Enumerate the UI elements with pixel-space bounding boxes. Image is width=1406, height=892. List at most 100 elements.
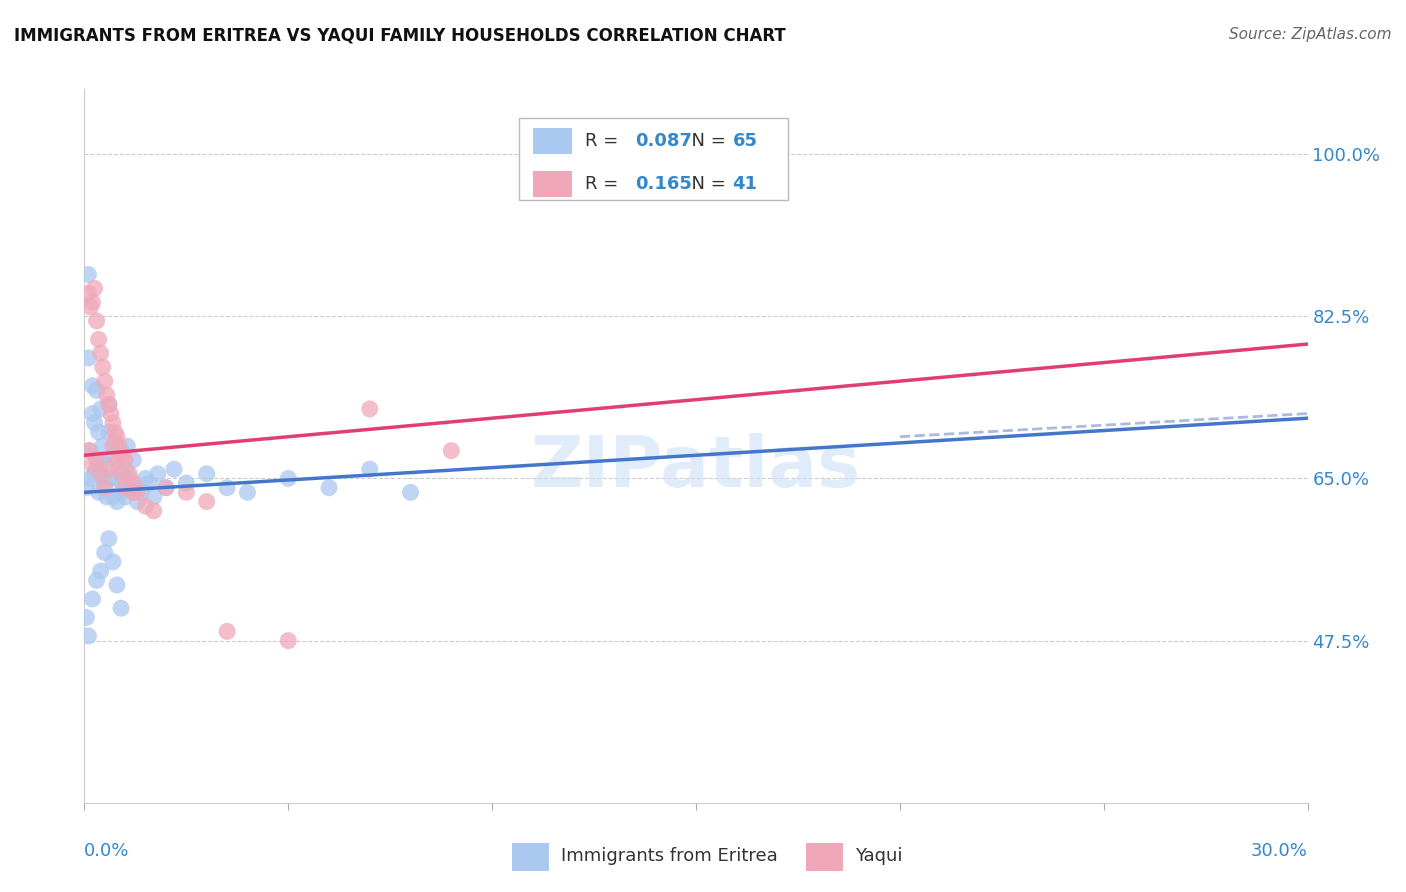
- Text: N =: N =: [681, 175, 731, 193]
- Point: [110, 443, 132, 458]
- Point: [96, 490, 118, 504]
- Point: [118, 471, 141, 485]
- Point: [138, 476, 160, 491]
- Point: [195, 494, 218, 508]
- Point: [90, 453, 112, 467]
- Point: [114, 462, 136, 476]
- Point: [127, 485, 149, 500]
- Point: [82, 591, 104, 606]
- Point: [122, 485, 145, 500]
- Point: [96, 388, 118, 402]
- Point: [77, 268, 100, 282]
- Point: [127, 481, 149, 495]
- Point: [79, 300, 101, 314]
- Point: [105, 578, 128, 592]
- Point: [79, 443, 101, 458]
- Point: [77, 286, 100, 301]
- Text: R =: R =: [585, 132, 624, 150]
- Point: [114, 453, 136, 467]
- Point: [97, 397, 120, 411]
- FancyBboxPatch shape: [533, 128, 572, 154]
- Point: [86, 314, 108, 328]
- Text: ZIPatlas: ZIPatlas: [531, 433, 860, 502]
- Point: [399, 485, 422, 500]
- Point: [90, 564, 112, 578]
- Point: [93, 458, 115, 472]
- Text: Immigrants from Eritrea: Immigrants from Eritrea: [561, 847, 778, 865]
- Text: 0.087: 0.087: [636, 132, 692, 150]
- Point: [83, 467, 105, 481]
- Point: [86, 384, 108, 398]
- Point: [163, 462, 186, 476]
- Point: [110, 485, 132, 500]
- Point: [131, 485, 153, 500]
- Point: [277, 633, 299, 648]
- FancyBboxPatch shape: [533, 171, 572, 197]
- Point: [440, 443, 463, 458]
- Text: 65: 65: [733, 132, 758, 150]
- Point: [155, 481, 177, 495]
- Point: [100, 471, 122, 485]
- Point: [101, 555, 124, 569]
- Point: [77, 351, 100, 365]
- Point: [100, 407, 122, 421]
- FancyBboxPatch shape: [806, 844, 842, 871]
- Point: [87, 333, 110, 347]
- Point: [318, 481, 340, 495]
- Point: [110, 601, 132, 615]
- Point: [82, 407, 104, 421]
- Point: [114, 481, 136, 495]
- Point: [108, 462, 131, 476]
- Point: [105, 453, 128, 467]
- Point: [110, 448, 132, 462]
- Point: [277, 471, 299, 485]
- Point: [90, 346, 112, 360]
- FancyBboxPatch shape: [513, 844, 550, 871]
- Point: [83, 416, 105, 430]
- Text: 30.0%: 30.0%: [1251, 842, 1308, 860]
- Text: Source: ZipAtlas.com: Source: ZipAtlas.com: [1229, 27, 1392, 42]
- Point: [93, 374, 115, 388]
- Point: [82, 378, 104, 392]
- Point: [101, 490, 124, 504]
- Text: 0.165: 0.165: [636, 175, 692, 193]
- Point: [118, 467, 141, 481]
- Point: [82, 458, 104, 472]
- Point: [104, 434, 127, 449]
- Point: [82, 295, 104, 310]
- Point: [114, 490, 136, 504]
- Point: [91, 471, 114, 485]
- Point: [105, 430, 128, 444]
- Point: [359, 462, 381, 476]
- Point: [112, 476, 135, 491]
- Point: [97, 397, 120, 411]
- Point: [87, 425, 110, 439]
- Point: [104, 425, 127, 439]
- Point: [142, 490, 165, 504]
- Point: [105, 494, 128, 508]
- Point: [101, 439, 124, 453]
- Point: [97, 462, 120, 476]
- Point: [135, 471, 157, 485]
- Point: [155, 481, 177, 495]
- Point: [97, 532, 120, 546]
- Text: IMMIGRANTS FROM ERITREA VS YAQUI FAMILY HOUSEHOLDS CORRELATION CHART: IMMIGRANTS FROM ERITREA VS YAQUI FAMILY …: [14, 27, 786, 45]
- Point: [101, 416, 124, 430]
- Point: [122, 453, 145, 467]
- Point: [115, 439, 138, 453]
- Point: [77, 629, 100, 643]
- Text: 41: 41: [733, 175, 758, 193]
- Point: [110, 467, 132, 481]
- Point: [217, 481, 239, 495]
- Point: [122, 476, 145, 491]
- Point: [118, 481, 141, 495]
- FancyBboxPatch shape: [519, 118, 787, 200]
- Point: [79, 471, 101, 485]
- Point: [359, 401, 381, 416]
- Point: [174, 476, 197, 491]
- Point: [86, 453, 108, 467]
- Point: [87, 485, 110, 500]
- Point: [86, 574, 108, 588]
- Point: [90, 467, 112, 481]
- Point: [97, 425, 120, 439]
